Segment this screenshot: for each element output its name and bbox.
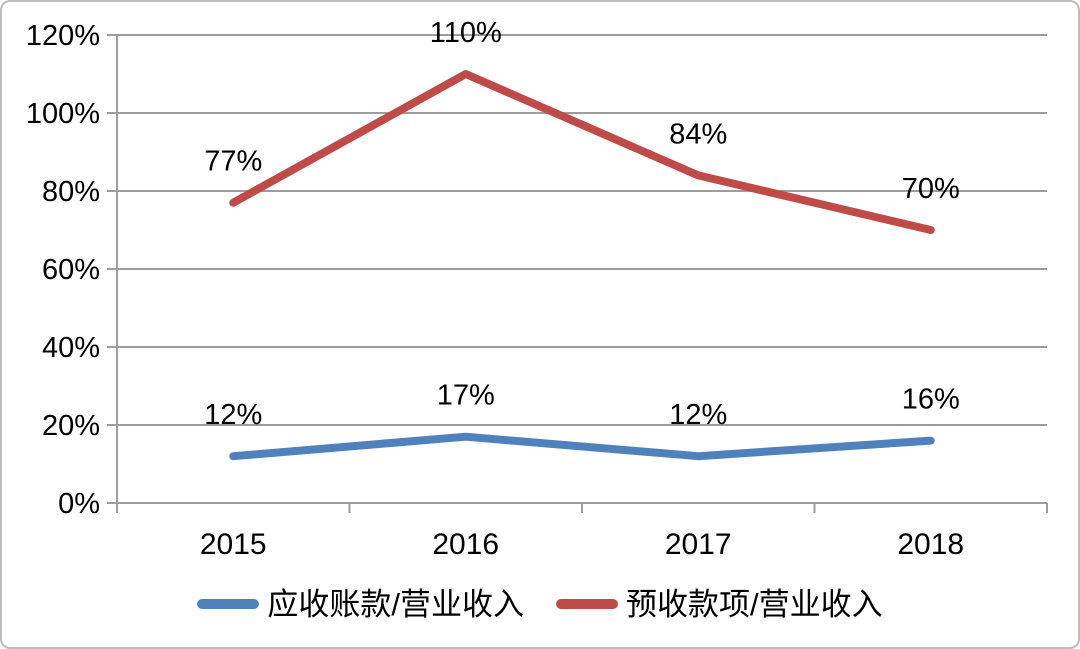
data-label: 77% [204, 146, 262, 178]
legend-item-receivables: 应收账款/营业收入 [197, 589, 524, 620]
legend-label-receivables: 应收账款/营业收入 [267, 586, 524, 622]
y-axis-tick-label: 120% [26, 20, 100, 52]
y-axis-tick-label: 40% [42, 332, 100, 364]
series-line-1 [229, 70, 935, 234]
chart-legend: 应收账款/营业收入 预收款项/营业收入 [2, 584, 1078, 624]
data-label: 110% [430, 17, 502, 49]
x-axis-label-2017: 2017 [665, 528, 732, 561]
y-axis-tick-label: 60% [42, 254, 100, 286]
y-axis-tick-label: 80% [42, 176, 100, 208]
y-axis-tick-label: 100% [26, 98, 100, 130]
legend-label-advances: 预收款项/营业收入 [626, 586, 883, 622]
data-label: 12% [669, 399, 727, 431]
y-axis-tick-label: 20% [42, 410, 100, 442]
data-label: 12% [204, 399, 262, 431]
x-axis-label-2016: 2016 [432, 528, 499, 561]
x-axis-label-2015: 2015 [200, 528, 267, 561]
data-label: 70% [902, 173, 960, 205]
data-label: 16% [902, 384, 960, 416]
y-axis-tick-label: 0% [58, 488, 100, 520]
data-label: 17% [437, 380, 495, 412]
legend-swatch-blue-line [197, 599, 260, 609]
legend-swatch-red-line [556, 599, 618, 609]
legend-item-advances: 预收款项/营业收入 [556, 589, 883, 620]
series-line-0 [229, 432, 935, 461]
x-axis-label-2018: 2018 [897, 528, 964, 561]
data-label: 84% [669, 118, 727, 150]
